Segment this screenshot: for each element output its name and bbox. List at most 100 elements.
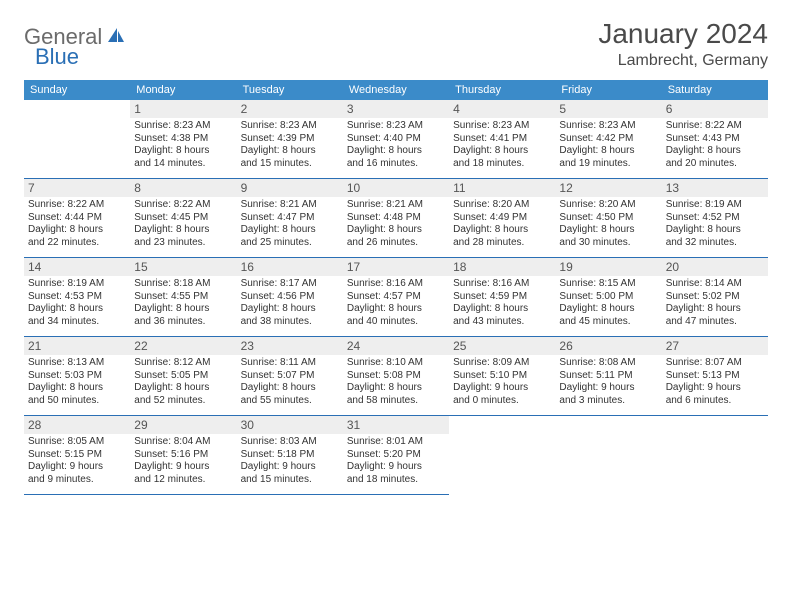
day-number: 24: [343, 337, 449, 355]
day-number: 4: [449, 100, 555, 118]
sunset-text: Sunset: 4:44 PM: [28, 212, 126, 225]
daylight-text: and 55 minutes.: [241, 395, 339, 408]
calendar-cell: 4Sunrise: 8:23 AMSunset: 4:41 PMDaylight…: [449, 100, 555, 179]
sunrise-text: Sunrise: 8:07 AM: [666, 357, 764, 370]
daylight-text: Daylight: 9 hours: [134, 461, 232, 474]
sunset-text: Sunset: 4:59 PM: [453, 291, 551, 304]
sunset-text: Sunset: 4:53 PM: [28, 291, 126, 304]
daylight-text: Daylight: 8 hours: [347, 145, 445, 158]
daylight-text: and 52 minutes.: [134, 395, 232, 408]
daylight-text: Daylight: 8 hours: [28, 303, 126, 316]
calendar-cell: 25Sunrise: 8:09 AMSunset: 5:10 PMDayligh…: [449, 337, 555, 416]
sunrise-text: Sunrise: 8:22 AM: [666, 120, 764, 133]
calendar-cell: 7Sunrise: 8:22 AMSunset: 4:44 PMDaylight…: [24, 179, 130, 258]
weekday-header: Wednesday: [343, 80, 449, 100]
sunset-text: Sunset: 4:47 PM: [241, 212, 339, 225]
sunset-text: Sunset: 5:10 PM: [453, 370, 551, 383]
day-number: 31: [343, 416, 449, 434]
sunrise-text: Sunrise: 8:23 AM: [241, 120, 339, 133]
day-number: 14: [24, 258, 130, 276]
daylight-text: and 19 minutes.: [559, 158, 657, 171]
calendar-cell: 13Sunrise: 8:19 AMSunset: 4:52 PMDayligh…: [662, 179, 768, 258]
calendar-row: 14Sunrise: 8:19 AMSunset: 4:53 PMDayligh…: [24, 258, 768, 337]
calendar-cell: 20Sunrise: 8:14 AMSunset: 5:02 PMDayligh…: [662, 258, 768, 337]
day-number: 7: [24, 179, 130, 197]
location-label: Lambrecht, Germany: [598, 52, 768, 70]
daylight-text: and 20 minutes.: [666, 158, 764, 171]
sunrise-text: Sunrise: 8:13 AM: [28, 357, 126, 370]
calendar-cell: 30Sunrise: 8:03 AMSunset: 5:18 PMDayligh…: [237, 416, 343, 495]
daylight-text: Daylight: 8 hours: [241, 382, 339, 395]
weekday-header: Tuesday: [237, 80, 343, 100]
day-number: 19: [555, 258, 661, 276]
daylight-text: and 15 minutes.: [241, 158, 339, 171]
calendar-cell: 14Sunrise: 8:19 AMSunset: 4:53 PMDayligh…: [24, 258, 130, 337]
calendar-cell: 27Sunrise: 8:07 AMSunset: 5:13 PMDayligh…: [662, 337, 768, 416]
daylight-text: Daylight: 9 hours: [28, 461, 126, 474]
sunset-text: Sunset: 4:48 PM: [347, 212, 445, 225]
daylight-text: and 16 minutes.: [347, 158, 445, 171]
daylight-text: and 34 minutes.: [28, 316, 126, 329]
sunset-text: Sunset: 4:39 PM: [241, 133, 339, 146]
day-number: 25: [449, 337, 555, 355]
sunset-text: Sunset: 5:11 PM: [559, 370, 657, 383]
calendar-cell: 17Sunrise: 8:16 AMSunset: 4:57 PMDayligh…: [343, 258, 449, 337]
sunset-text: Sunset: 4:49 PM: [453, 212, 551, 225]
sunset-text: Sunset: 4:52 PM: [666, 212, 764, 225]
logo-sail-icon: [106, 26, 126, 49]
sunrise-text: Sunrise: 8:16 AM: [453, 278, 551, 291]
daylight-text: and 9 minutes.: [28, 474, 126, 487]
sunrise-text: Sunrise: 8:20 AM: [559, 199, 657, 212]
sunrise-text: Sunrise: 8:10 AM: [347, 357, 445, 370]
sunset-text: Sunset: 5:16 PM: [134, 449, 232, 462]
sunrise-text: Sunrise: 8:20 AM: [453, 199, 551, 212]
daylight-text: Daylight: 8 hours: [453, 145, 551, 158]
daylight-text: Daylight: 8 hours: [559, 145, 657, 158]
daylight-text: and 22 minutes.: [28, 237, 126, 250]
day-number: 16: [237, 258, 343, 276]
sunset-text: Sunset: 4:50 PM: [559, 212, 657, 225]
sunrise-text: Sunrise: 8:21 AM: [347, 199, 445, 212]
day-number: 30: [237, 416, 343, 434]
calendar-cell: 8Sunrise: 8:22 AMSunset: 4:45 PMDaylight…: [130, 179, 236, 258]
sunrise-text: Sunrise: 8:23 AM: [134, 120, 232, 133]
day-number: 10: [343, 179, 449, 197]
sunrise-text: Sunrise: 8:17 AM: [241, 278, 339, 291]
calendar-row: 7Sunrise: 8:22 AMSunset: 4:44 PMDaylight…: [24, 179, 768, 258]
page-title: January 2024: [598, 18, 768, 50]
daylight-text: Daylight: 8 hours: [241, 224, 339, 237]
weekday-header: Sunday: [24, 80, 130, 100]
daylight-text: and 3 minutes.: [559, 395, 657, 408]
daylight-text: and 50 minutes.: [28, 395, 126, 408]
calendar-cell: 1Sunrise: 8:23 AMSunset: 4:38 PMDaylight…: [130, 100, 236, 179]
weekday-header: Saturday: [662, 80, 768, 100]
sunrise-text: Sunrise: 8:21 AM: [241, 199, 339, 212]
sunrise-text: Sunrise: 8:11 AM: [241, 357, 339, 370]
sunrise-text: Sunrise: 8:14 AM: [666, 278, 764, 291]
daylight-text: Daylight: 8 hours: [241, 145, 339, 158]
daylight-text: and 32 minutes.: [666, 237, 764, 250]
weekday-header: Thursday: [449, 80, 555, 100]
header: General January 2024 Lambrecht, Germany: [24, 18, 768, 70]
calendar-cell: 16Sunrise: 8:17 AMSunset: 4:56 PMDayligh…: [237, 258, 343, 337]
daylight-text: and 30 minutes.: [559, 237, 657, 250]
sunrise-text: Sunrise: 8:23 AM: [559, 120, 657, 133]
daylight-text: Daylight: 9 hours: [347, 461, 445, 474]
daylight-text: Daylight: 8 hours: [666, 145, 764, 158]
daylight-text: Daylight: 8 hours: [134, 145, 232, 158]
day-number: 17: [343, 258, 449, 276]
sunset-text: Sunset: 5:13 PM: [666, 370, 764, 383]
calendar-cell: 18Sunrise: 8:16 AMSunset: 4:59 PMDayligh…: [449, 258, 555, 337]
calendar-cell: 11Sunrise: 8:20 AMSunset: 4:49 PMDayligh…: [449, 179, 555, 258]
daylight-text: and 0 minutes.: [453, 395, 551, 408]
day-number: 5: [555, 100, 661, 118]
day-number: 12: [555, 179, 661, 197]
calendar-table: SundayMondayTuesdayWednesdayThursdayFrid…: [24, 80, 768, 495]
daylight-text: and 18 minutes.: [347, 474, 445, 487]
sunset-text: Sunset: 5:08 PM: [347, 370, 445, 383]
daylight-text: and 25 minutes.: [241, 237, 339, 250]
calendar-cell: 5Sunrise: 8:23 AMSunset: 4:42 PMDaylight…: [555, 100, 661, 179]
daylight-text: Daylight: 8 hours: [666, 303, 764, 316]
day-number: 13: [662, 179, 768, 197]
day-number: 1: [130, 100, 236, 118]
